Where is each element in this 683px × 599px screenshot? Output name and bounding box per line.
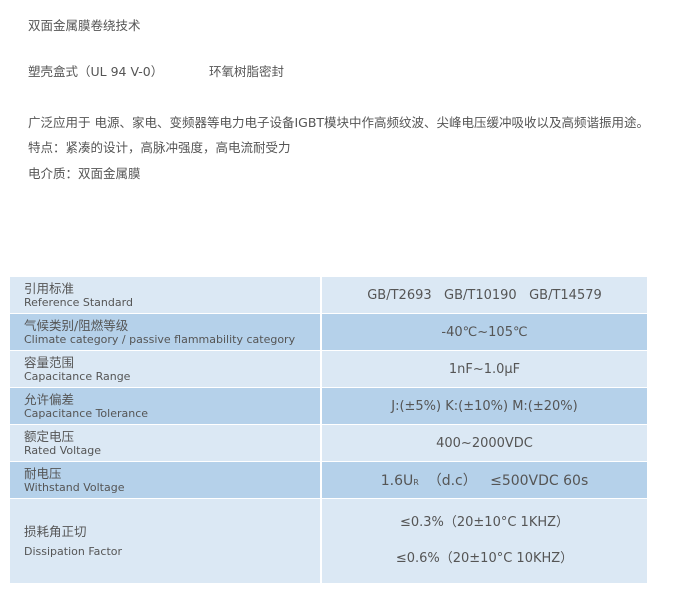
value-line-1: ≤0.3%（20±10°C 1KHZ） — [399, 515, 570, 530]
value-subscript: R — [413, 478, 419, 487]
intro-line-1: 双面金属膜卷绕技术 — [28, 18, 141, 33]
table-row: 允许偏差 Capacitance Tolerance J:(±5%) K:(±10%… — [10, 388, 647, 424]
row-label-zh: 引用标准 — [24, 281, 75, 296]
row-value: -40℃~105℃ — [322, 314, 647, 350]
row-label-en: Dissipation Factor — [24, 545, 123, 558]
row-value: ≤0.3%（20±10°C 1KHZ） ≤0.6%（20±10°C 10KHZ） — [322, 499, 647, 583]
intro-line-3: 广泛应用于 电源、家电、变频器等电力电子设备IGBT模块中作高频纹波、尖峰电压缓… — [28, 115, 650, 130]
value-main: 1.6U — [380, 473, 414, 489]
row-label-en: Capacitance Range — [24, 370, 131, 383]
row-value: J:(±5%) K:(±10%) M:(±20%) — [322, 388, 647, 424]
row-value: 1.6UR （d.c） ≤500VDC 60s — [322, 462, 647, 498]
row-value: 1nF~1.0μF — [322, 351, 647, 387]
row-label-en: Reference Standard — [24, 296, 133, 309]
row-label-en: Capacitance Tolerance — [24, 407, 149, 420]
row-value: 400~2000VDC — [322, 425, 647, 461]
intro-line-5: 电介质：双面金属膜 — [28, 166, 141, 181]
table-row: 气候类别/阻燃等级 Climate category / passive flam… — [10, 314, 647, 350]
table-row: 耐电压 Withstand Voltage 1.6UR （d.c） ≤500VDC … — [10, 462, 647, 498]
row-label-zh: 容量范围 — [24, 355, 75, 370]
row-label-en: Climate category / passive flammability … — [24, 333, 296, 346]
row-label-zh: 允许偏差 — [24, 392, 75, 407]
row-label-zh: 损耗角正切 — [24, 524, 87, 539]
table-row: 容量范围 Capacitance Range 1nF~1.0μF — [10, 351, 647, 387]
row-label-zh: 耐电压 — [24, 466, 62, 481]
row-label-zh: 额定电压 — [24, 429, 75, 444]
spec-table: 引用标准 Reference Standard GB/T2693 GB/T10190… — [10, 276, 647, 584]
row-label-en: Withstand Voltage — [24, 481, 125, 494]
table-row: 损耗角正切 Dissipation Factor ≤0.3%（20±10°C 1KH… — [10, 499, 647, 583]
row-label-en: Rated Voltage — [24, 444, 101, 457]
intro-line-2b: 环氧树脂密封 — [209, 64, 285, 79]
table-row: 引用标准 Reference Standard GB/T2693 GB/T10190… — [10, 277, 647, 313]
row-value: GB/T2693 GB/T10190 GB/T14579 — [322, 277, 647, 313]
intro-line-2a: 塑壳盒式（UL 94 V-0） — [28, 64, 164, 79]
value-rest: （d.c） ≤500VDC 60s — [418, 473, 589, 489]
value-line-2: ≤0.6%（20±10°C 10KHZ） — [395, 551, 574, 566]
intro-line-4: 特点：紧凑的设计，高脉冲强度，高电流耐受力 — [28, 140, 291, 155]
table-row: 额定电压 Rated Voltage 400~2000VDC — [10, 425, 647, 461]
row-label-zh: 气候类别/阻燃等级 — [24, 318, 129, 333]
